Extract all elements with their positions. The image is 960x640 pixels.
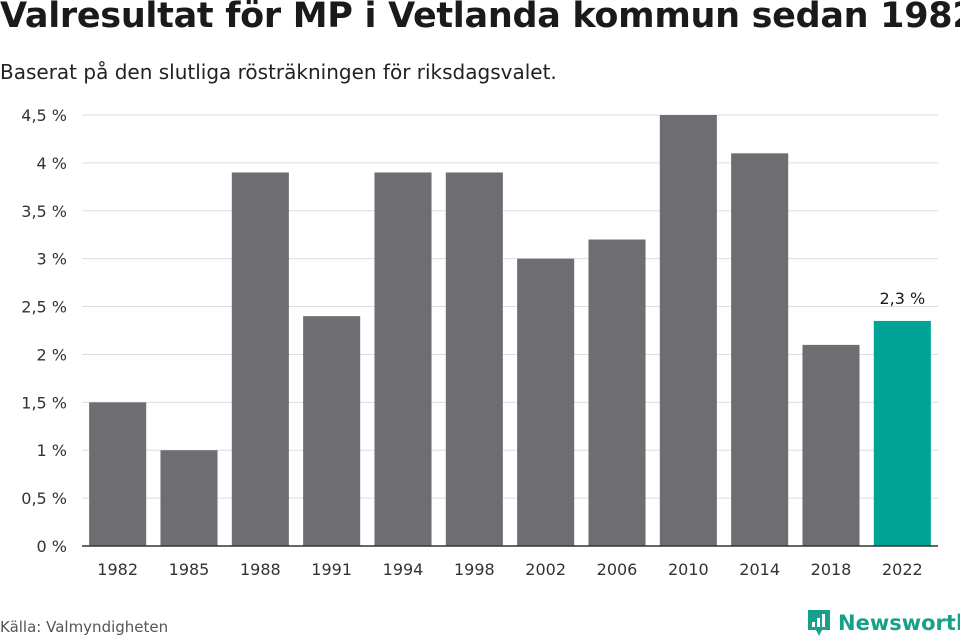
x-tick-label: 1998: [454, 560, 495, 579]
bar: [517, 258, 575, 546]
data-label: 2,3 %: [879, 289, 925, 308]
x-tick-label: 1982: [97, 560, 138, 579]
bar: [731, 153, 789, 547]
brand-name: Newsworthy: [838, 611, 960, 635]
x-tick-label: 1985: [169, 560, 210, 579]
x-tick-label: 1988: [240, 560, 281, 579]
chart-title: Valresultat för MP i Vetlanda kommun sed…: [0, 0, 960, 36]
y-axis-tick-labels: 0 % 0,5 % 1 % 1,5 % 2 % 2,5 % 3 % 3,5 % 4 % 4,5 %: [21, 106, 67, 556]
y-tick-label: 4,5 %: [21, 106, 67, 125]
bar-chart: 0 % 0,5 % 1 % 1,5 % 2 % 2,5 % 3 % 3,5 % 4 % 4,5 %…: [21, 106, 938, 579]
data-labels: 2,3 %: [879, 289, 925, 308]
x-tick-label: 2006: [597, 560, 638, 579]
x-tick-label: 2010: [668, 560, 709, 579]
y-tick-label: 1,5 %: [21, 393, 67, 412]
y-tick-label: 0 %: [37, 537, 67, 556]
x-tick-label: 2002: [525, 560, 566, 579]
x-tick-label: 2014: [739, 560, 780, 579]
x-tick-label: 1991: [311, 560, 352, 579]
chart-subtitle: Baserat på den slutliga rösträkningen fö…: [0, 60, 557, 84]
bar: [374, 172, 432, 546]
y-tick-label: 2,5 %: [21, 298, 67, 317]
y-tick-label: 2 %: [37, 345, 67, 364]
bar: [588, 239, 646, 546]
x-tick-label: 2018: [811, 560, 852, 579]
bar: [445, 172, 503, 546]
bars: [89, 115, 931, 547]
gridlines: [82, 114, 938, 499]
y-tick-label: 1 %: [37, 441, 67, 460]
brand-logo[interactable]: Newsworthy: [806, 608, 960, 638]
newsworthy-icon: [808, 610, 830, 636]
bar: [802, 344, 860, 546]
bar: [659, 115, 717, 546]
bar: [873, 320, 931, 546]
bar: [231, 172, 289, 546]
bar: [303, 316, 361, 546]
x-axis-tick-labels: 1982 1985 1988 1991 1994 1998 2002 2006 2010 2014…: [97, 560, 922, 579]
source-note: Källa: Valmyndigheten: [0, 618, 169, 636]
y-tick-label: 3 %: [37, 250, 67, 269]
x-tick-label: 2022: [882, 560, 923, 579]
x-tick-label: 1994: [383, 560, 424, 579]
y-tick-label: 3,5 %: [21, 202, 67, 221]
y-tick-label: 4 %: [37, 154, 67, 173]
y-tick-label: 0,5 %: [21, 489, 67, 508]
bar: [89, 402, 147, 546]
bar: [160, 450, 218, 546]
